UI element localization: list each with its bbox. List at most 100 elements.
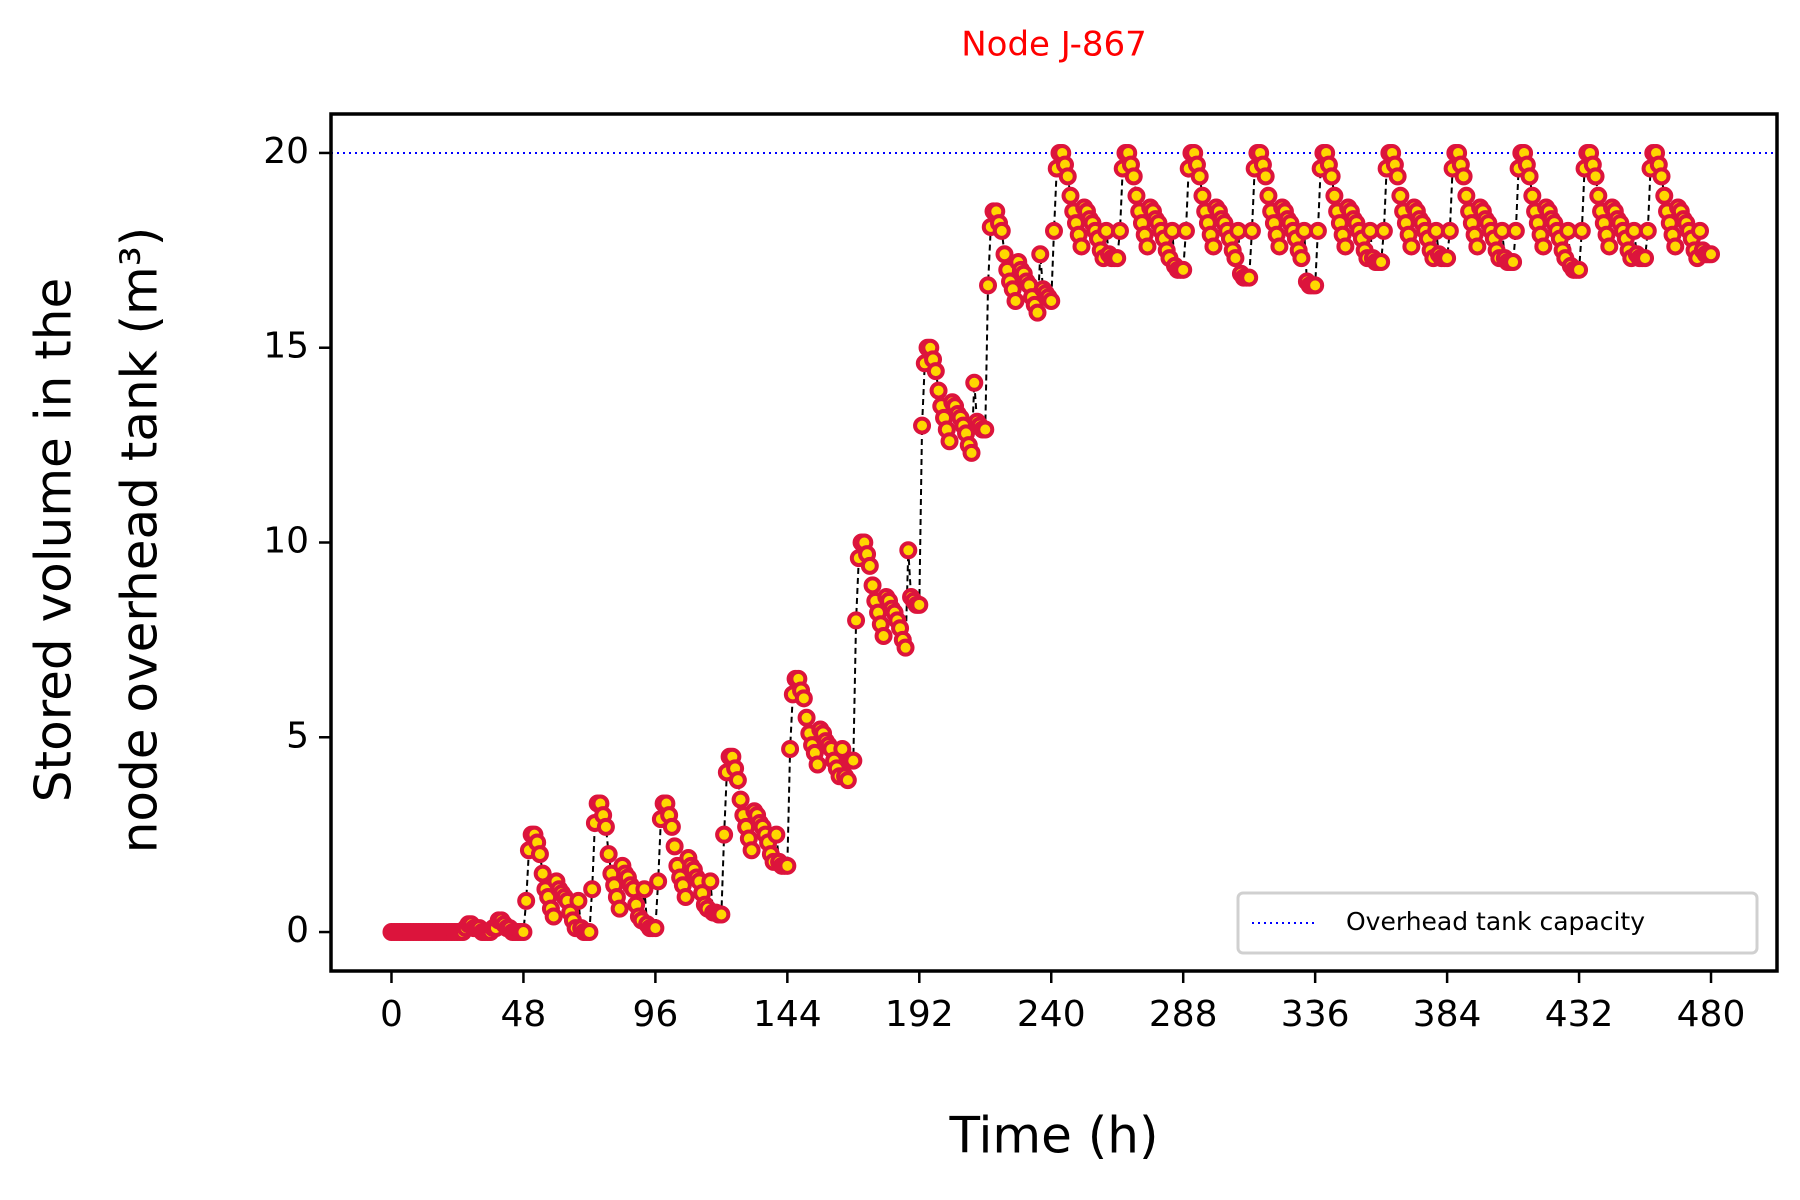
data-point: [962, 443, 981, 462]
data-point: [781, 739, 800, 758]
data-point: [847, 611, 866, 630]
data-point: [1570, 260, 1589, 279]
data-point: [1176, 221, 1195, 240]
data-point: [1292, 249, 1311, 268]
data-point: [1226, 249, 1245, 268]
data-point: [979, 276, 998, 295]
data-point: [910, 595, 929, 614]
data-point: [1174, 260, 1193, 279]
data-point: [530, 845, 549, 864]
data-point: [1506, 221, 1525, 240]
data-point: [1586, 167, 1605, 186]
data-point: [599, 845, 618, 864]
data-point: [1454, 167, 1473, 186]
data-point: [1190, 167, 1209, 186]
data-point: [712, 905, 731, 924]
data-point: [1523, 186, 1542, 205]
data-point: [715, 825, 734, 844]
y-axis-label-line: node overhead tank (m³): [111, 227, 169, 854]
data-point: [1666, 237, 1685, 256]
data-point: [1438, 249, 1457, 268]
data-point: [1108, 249, 1127, 268]
x-tick-label: 48: [501, 994, 547, 1035]
y-axis-label-line: Stored volume in the: [25, 278, 83, 802]
data-point: [1031, 245, 1050, 264]
x-tick-label: 432: [1545, 994, 1614, 1035]
data-point: [926, 362, 945, 381]
data-point: [1240, 268, 1259, 287]
x-axis-label: Time (h): [949, 1107, 1159, 1165]
x-tick-label: 480: [1677, 994, 1746, 1035]
data-point: [778, 856, 797, 875]
data-point: [1204, 237, 1223, 256]
data-point: [1589, 186, 1608, 205]
data-point: [665, 837, 684, 856]
legend-box: [1236, 891, 1759, 955]
legend-label: Overhead tank capacity: [1346, 907, 1645, 936]
data-point: [1600, 237, 1619, 256]
data-point: [838, 771, 857, 790]
data-point: [1388, 167, 1407, 186]
data-point: [1391, 186, 1410, 205]
y-tick-label: 20: [263, 131, 309, 172]
x-tick-label: 336: [1281, 994, 1350, 1035]
data-point: [992, 221, 1011, 240]
data-point: [1058, 167, 1077, 186]
data-point: [1534, 237, 1553, 256]
data-point: [596, 817, 615, 836]
data-point: [1259, 186, 1278, 205]
data-point: [1306, 276, 1325, 295]
data-point: [1138, 237, 1157, 256]
data-point: [728, 771, 747, 790]
y-axis-label: Stored volume in the node overhead tank …: [25, 227, 169, 854]
data-point: [1322, 167, 1341, 186]
data-point: [646, 919, 665, 938]
y-tick-label: 5: [286, 715, 309, 756]
data-point: [1061, 186, 1080, 205]
data-point: [583, 880, 602, 899]
data-point: [1655, 186, 1674, 205]
data-point: [860, 556, 879, 575]
data-point: [1072, 237, 1091, 256]
data-point: [1325, 186, 1344, 205]
data-point: [797, 708, 816, 727]
data-point: [1457, 186, 1476, 205]
data-point: [1110, 221, 1129, 240]
data-point: [1042, 291, 1061, 310]
data-point: [808, 755, 827, 774]
data-point: [742, 841, 761, 860]
data-point: [767, 825, 786, 844]
x-tick-label: 144: [753, 994, 822, 1035]
data-point: [1636, 249, 1655, 268]
data-point: [649, 872, 668, 891]
data-point: [863, 576, 882, 595]
data-point: [610, 899, 629, 918]
data-point: [731, 790, 750, 809]
data-point: [1691, 221, 1710, 240]
x-tick-label: 240: [1017, 994, 1086, 1035]
data-point: [794, 689, 813, 708]
data-point: [1702, 245, 1721, 264]
data-point: [874, 626, 893, 645]
data-point: [1374, 221, 1393, 240]
data-point: [544, 907, 563, 926]
data-point: [662, 817, 681, 836]
data-point: [1270, 237, 1289, 256]
data-point: [569, 891, 588, 910]
x-tick-label: 0: [380, 994, 403, 1035]
data-point: [1045, 221, 1063, 240]
data-point: [701, 872, 720, 891]
data-point: [976, 420, 995, 439]
data-point: [995, 245, 1014, 264]
data-point: [676, 887, 695, 906]
data-point: [635, 880, 654, 899]
data-point: [1402, 237, 1421, 256]
x-tick-label: 384: [1413, 994, 1482, 1035]
x-tick-label: 96: [632, 994, 678, 1035]
data-point: [1572, 221, 1591, 240]
data-point: [1242, 221, 1261, 240]
y-tick-label: 15: [263, 326, 309, 367]
data-point: [913, 416, 932, 435]
data-point: [1127, 186, 1146, 205]
